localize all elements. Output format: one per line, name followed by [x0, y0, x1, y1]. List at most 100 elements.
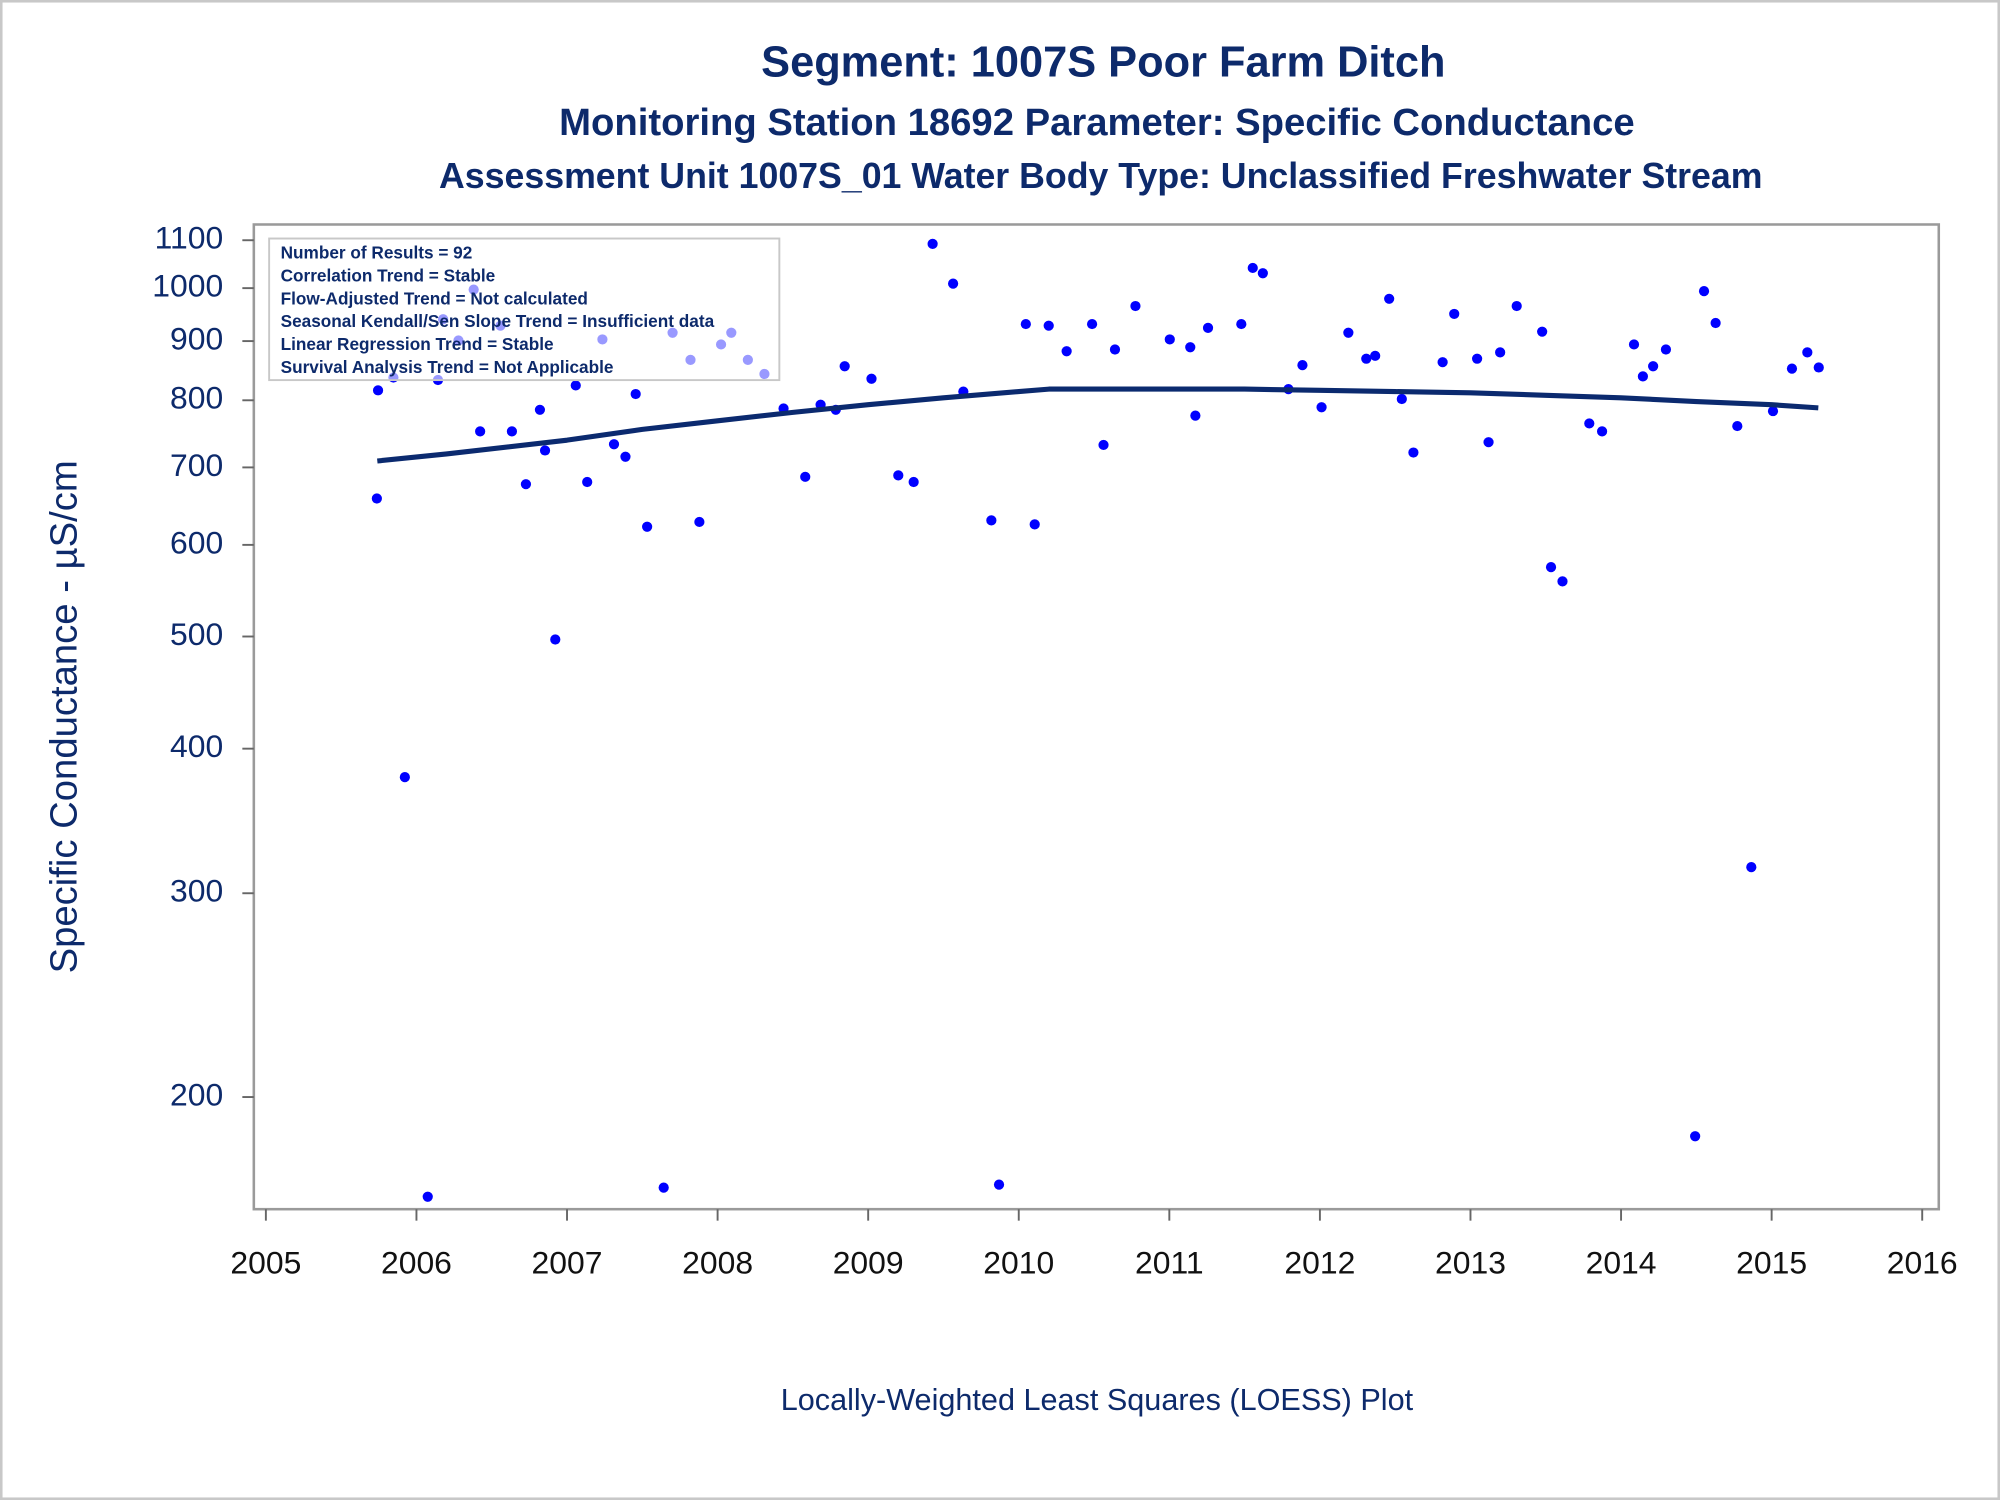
data-point [1437, 357, 1448, 368]
data-point [520, 479, 532, 490]
data-point [550, 634, 561, 645]
data-point [1802, 347, 1813, 358]
data-point [986, 515, 997, 526]
data-point [1202, 322, 1214, 333]
stats-line: Correlation Trend = Stable [281, 265, 496, 285]
data-point [608, 439, 620, 450]
data-point [927, 238, 938, 250]
data-point [1361, 353, 1372, 364]
y-tick-label: 300 [170, 873, 223, 909]
data-point [1545, 562, 1557, 573]
data-point [1316, 402, 1327, 413]
data-point [1557, 576, 1568, 587]
chart-subtitle: Monitoring Station 18692 Parameter: Spec… [559, 101, 1635, 144]
y-tick-label: 700 [170, 447, 223, 483]
data-point [1786, 363, 1798, 374]
data-point [948, 278, 959, 289]
data-point [630, 388, 641, 400]
data-point [1086, 318, 1098, 330]
data-point [534, 404, 546, 415]
y-tick-label: 600 [170, 524, 223, 560]
data-point [642, 521, 653, 532]
data-point [620, 451, 631, 462]
plot-area [252, 223, 1941, 1211]
x-tick-label: 2005 [230, 1245, 301, 1281]
y-tick-label: 800 [170, 380, 223, 416]
data-point [893, 470, 904, 481]
data-point [1483, 437, 1494, 448]
loess-line [377, 386, 1819, 464]
data-point [539, 445, 551, 456]
data-point [908, 476, 919, 488]
stats-line: Number of Results = 92 [281, 242, 473, 262]
x-tick-label: 2012 [1284, 1245, 1355, 1281]
y-tick-label: 500 [170, 616, 223, 652]
y-tick-label: 400 [170, 728, 223, 764]
data-point [1710, 317, 1721, 329]
x-tick-label: 2007 [532, 1245, 603, 1281]
x-tick-label: 2011 [1135, 1245, 1204, 1281]
data-point [1537, 326, 1548, 337]
data-point [1813, 362, 1824, 373]
y-tick-label: 200 [170, 1076, 223, 1112]
data-point [371, 493, 382, 504]
data-point [570, 380, 581, 391]
x-tick-label: 2014 [1586, 1245, 1657, 1281]
data-point [1130, 300, 1141, 312]
data-point [1396, 393, 1407, 405]
data-point [1511, 300, 1522, 312]
data-point [1628, 339, 1640, 350]
data-point [1596, 426, 1608, 437]
data-point [1472, 353, 1483, 364]
data-point [993, 1179, 1005, 1190]
data-point [658, 1182, 669, 1193]
x-tick-label: 2006 [381, 1245, 452, 1281]
data-point [1247, 262, 1258, 274]
y-tick-label: 900 [170, 321, 223, 357]
data-point [1408, 447, 1419, 458]
data-point [694, 516, 705, 528]
data-point [1495, 347, 1506, 358]
stats-line: Survival Analysis Trend = Not Applicable [281, 357, 614, 377]
data-point [1020, 318, 1031, 330]
chart-subtitle: Assessment Unit 1007S_01 Water Body Type… [439, 156, 1763, 196]
stats-box [268, 237, 781, 382]
x-tick-label: 2015 [1736, 1245, 1807, 1281]
data-point [1257, 268, 1268, 279]
stats-line: Linear Regression Trend = Stable [281, 334, 554, 354]
x-tick-label: 2013 [1435, 1245, 1506, 1281]
data-point [1061, 346, 1072, 357]
x-tick-label: 2010 [983, 1245, 1054, 1281]
stats-line: Seasonal Kendall/Sen Slope Trend = Insuf… [281, 311, 715, 331]
data-point [1767, 405, 1779, 417]
data-point [582, 476, 593, 488]
data-point [1648, 361, 1659, 372]
footnote: Locally-Weighted Least Squares (LOESS) P… [781, 1383, 1414, 1417]
data-point [800, 471, 811, 482]
chart-title: Segment: 1007S Poor Farm Ditch [761, 39, 1445, 87]
y-tick-label: 1100 [155, 220, 224, 256]
data-point [1109, 344, 1121, 355]
data-point [399, 771, 410, 783]
data-point [1190, 410, 1201, 421]
data-point [1637, 371, 1648, 382]
data-point [475, 426, 486, 437]
x-tick-label: 2008 [682, 1245, 753, 1281]
data-point [839, 361, 850, 372]
data-point [1098, 439, 1109, 451]
stats-text: Number of Results = 92 Correlation Trend … [281, 242, 715, 377]
data-point [1660, 344, 1672, 355]
data-point [422, 1191, 433, 1202]
data-point [1236, 318, 1247, 330]
y-axis-label: Specific Conductance - µS/cm [42, 460, 85, 973]
data-point [1449, 308, 1460, 320]
data-point [1746, 862, 1757, 873]
x-tick-label: 2009 [833, 1245, 904, 1281]
data-point [1297, 360, 1308, 371]
y-tick-label: 1000 [152, 268, 223, 304]
x-tick-label: 2016 [1887, 1245, 1958, 1281]
data-point [866, 373, 877, 384]
data-point [372, 385, 384, 396]
data-point [1370, 350, 1381, 361]
data-point [1584, 418, 1595, 429]
